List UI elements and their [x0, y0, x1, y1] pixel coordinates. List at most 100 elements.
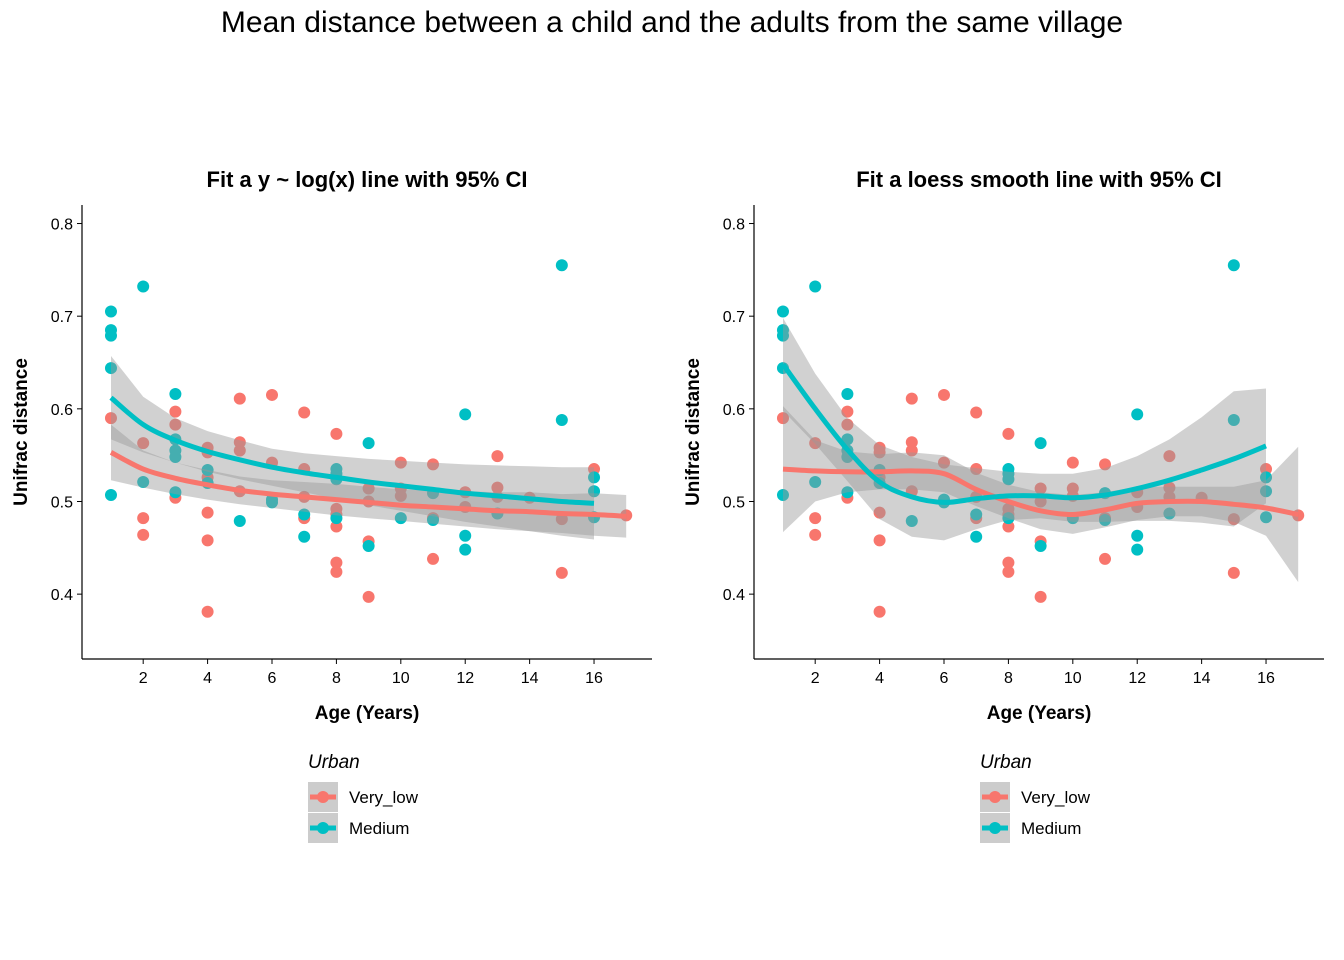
data-point-very-low — [298, 406, 311, 419]
data-point-medium — [841, 388, 854, 401]
y-tick-label: 0.5 — [51, 494, 73, 511]
data-point-medium — [970, 530, 983, 543]
x-tick-label: 8 — [1004, 670, 1013, 687]
x-tick-label: 8 — [332, 670, 341, 687]
data-point-very-low — [873, 506, 886, 519]
data-point-very-low — [137, 437, 150, 450]
data-point-very-low — [394, 489, 407, 502]
data-point-medium — [201, 463, 214, 476]
data-point-medium — [776, 305, 789, 318]
x-tick-label: 12 — [456, 670, 474, 687]
y-tick-label: 0.8 — [723, 217, 745, 234]
data-point-medium — [1260, 471, 1273, 484]
data-point-medium — [1002, 512, 1015, 525]
data-point-medium — [776, 489, 789, 502]
data-point-medium — [459, 408, 472, 421]
data-point-medium — [104, 329, 117, 342]
page-title: Mean distance between a child and the ad… — [220, 6, 1124, 39]
data-point-very-low — [1227, 566, 1240, 579]
data-point-very-low — [233, 444, 246, 457]
data-point-medium — [1131, 408, 1144, 421]
x-tick-label: 2 — [139, 670, 148, 687]
fit-line-medium — [109, 395, 595, 506]
data-point-very-low — [427, 458, 440, 471]
data-point-very-low — [1002, 565, 1015, 578]
chart-panel-2: Fit a loess smooth line with 95% CI 0.4 0.… — [683, 167, 1324, 843]
data-point-medium — [1002, 473, 1015, 486]
x-tick-label: 6 — [940, 670, 949, 687]
data-point-very-low — [905, 392, 918, 405]
data-point-very-low — [1099, 458, 1112, 471]
data-point-medium — [555, 259, 568, 272]
legend-title: Urban — [980, 752, 1032, 773]
data-point-medium — [809, 476, 822, 489]
data-point-medium — [1131, 543, 1144, 556]
data-point-very-low — [491, 481, 504, 494]
data-point-very-low — [169, 405, 182, 418]
data-point-very-low — [169, 418, 182, 431]
data-point-medium — [809, 280, 822, 293]
data-point-very-low — [970, 463, 983, 476]
data-point-very-low — [330, 520, 343, 533]
data-point-very-low — [427, 552, 440, 565]
data-point-very-low — [873, 534, 886, 547]
data-point-medium — [169, 486, 182, 499]
data-point-very-low — [266, 388, 278, 401]
chart-panel-1: Fit a y ~ log(x) line with 95% CI 0.4 0.5 0… — [11, 167, 652, 843]
x-tick-label: 2 — [811, 670, 820, 687]
legend-label-very-low: Very_low — [1021, 788, 1091, 807]
x-axis-title: Age (Years) — [315, 703, 420, 724]
data-point-very-low — [362, 590, 375, 603]
data-point-very-low — [233, 392, 246, 405]
legend-title: Urban — [308, 752, 360, 773]
data-point-very-low — [1163, 450, 1176, 463]
data-point-medium — [104, 305, 117, 318]
data-point-very-low — [555, 566, 568, 579]
data-point-medium — [169, 451, 182, 464]
data-point-medium — [1099, 514, 1112, 527]
data-point-very-low — [873, 605, 886, 618]
data-point-medium — [905, 514, 918, 527]
data-point-very-low — [938, 388, 950, 401]
data-point-medium — [362, 539, 375, 552]
data-point-very-low — [1099, 552, 1112, 565]
legend-key-point — [317, 791, 329, 803]
data-point-medium — [137, 476, 150, 489]
data-point-very-low — [588, 463, 601, 476]
x-tick-label: 16 — [1257, 670, 1275, 687]
y-tick-label: 0.8 — [51, 217, 73, 234]
data-point-medium — [588, 485, 601, 498]
data-point-very-low — [873, 446, 886, 459]
data-point-very-low — [809, 437, 822, 450]
data-point-medium — [1034, 539, 1047, 552]
data-point-very-low — [776, 412, 789, 425]
data-point-very-low — [905, 444, 918, 457]
data-point-very-low — [104, 412, 117, 425]
x-tick-label: 6 — [268, 670, 277, 687]
data-point-very-low — [1002, 556, 1015, 569]
data-point-very-low — [330, 427, 343, 440]
data-point-very-low — [137, 512, 150, 525]
data-point-medium — [588, 471, 601, 484]
legend-label-very-low: Very_low — [349, 788, 419, 807]
data-point-medium — [104, 362, 117, 375]
data-point-very-low — [201, 605, 214, 618]
data-point-very-low — [233, 436, 246, 449]
y-tick-label: 0.6 — [51, 402, 73, 419]
data-point-medium — [330, 512, 343, 525]
data-point-medium — [266, 496, 278, 509]
data-point-very-low — [1034, 590, 1047, 603]
y-tick-label: 0.7 — [723, 309, 745, 326]
y-tick-label: 0.5 — [723, 494, 745, 511]
data-point-medium — [555, 413, 568, 426]
data-point-medium — [1260, 485, 1273, 498]
y-tick-label: 0.7 — [51, 309, 73, 326]
data-point-very-low — [1002, 427, 1015, 440]
data-point-medium — [1227, 259, 1240, 272]
panel-title: Fit a loess smooth line with 95% CI — [856, 167, 1222, 192]
data-point-medium — [104, 489, 117, 502]
legend-key-point — [989, 822, 1001, 834]
data-point-very-low — [1227, 513, 1240, 526]
y-tick-label: 0.6 — [723, 402, 745, 419]
